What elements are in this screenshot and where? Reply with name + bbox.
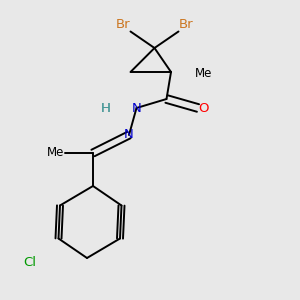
- Text: N: N: [124, 128, 134, 142]
- Text: Cl: Cl: [23, 256, 36, 269]
- Text: H: H: [101, 101, 111, 115]
- Text: Me: Me: [47, 146, 64, 160]
- Text: Me: Me: [195, 67, 212, 80]
- Text: Br: Br: [116, 19, 130, 32]
- Text: N: N: [132, 101, 141, 115]
- Text: Br: Br: [178, 19, 193, 32]
- Text: H: H: [101, 101, 111, 115]
- Text: O: O: [198, 101, 208, 115]
